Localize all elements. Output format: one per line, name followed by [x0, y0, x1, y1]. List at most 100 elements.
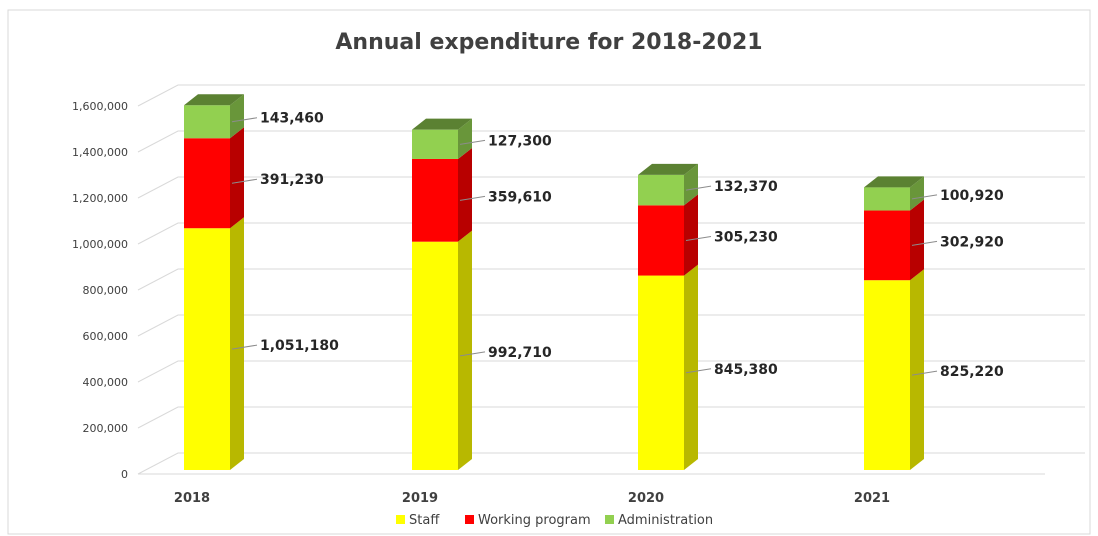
bar-side	[230, 217, 244, 470]
gridline	[137, 222, 1085, 245]
label-leader	[911, 194, 938, 200]
x-category-label: 2019	[402, 491, 438, 506]
bar-side	[910, 176, 924, 211]
bar-segment	[864, 176, 924, 211]
legend-swatch	[396, 515, 405, 524]
label-leader	[231, 117, 258, 123]
bar-side	[458, 230, 472, 470]
bar-segment	[412, 147, 472, 242]
label-leader	[685, 368, 712, 374]
data-label: 992,710	[488, 345, 552, 361]
label-leader	[911, 240, 938, 246]
data-label: 143,460	[260, 111, 324, 127]
bar-side	[684, 264, 698, 470]
y-tick-label: 800,000	[83, 284, 129, 297]
y-tick-label: 1,200,000	[72, 192, 128, 205]
bar-front	[412, 158, 458, 242]
y-tick-label: 200,000	[83, 422, 129, 435]
gridline	[137, 176, 1085, 199]
bar-top	[638, 163, 698, 175]
gridline	[137, 84, 1085, 107]
bar-front	[864, 210, 910, 281]
label-leader	[685, 185, 712, 191]
bar-segment	[184, 127, 244, 229]
bar-side	[458, 118, 472, 159]
chart-title: Annual expenditure for 2018-2021	[335, 30, 762, 55]
bar-front	[638, 174, 684, 206]
bar-front	[184, 105, 230, 139]
y-tick-label: 400,000	[83, 376, 129, 389]
bar-top	[412, 118, 472, 130]
y-tick-label: 0	[121, 468, 128, 481]
gridline	[137, 452, 1085, 475]
bar-front	[184, 138, 230, 229]
legend-label: Staff	[409, 513, 440, 528]
bar-segment	[412, 118, 472, 159]
bar-front	[864, 187, 910, 211]
y-tick-label: 1,000,000	[72, 238, 128, 251]
bar-segment	[184, 94, 244, 139]
x-category-label: 2021	[854, 491, 890, 506]
gridline	[137, 268, 1085, 291]
label-leader	[231, 344, 258, 350]
legend: Staff Working program Administration	[396, 513, 713, 528]
y-tick-label: 600,000	[83, 330, 129, 343]
bar-top	[864, 176, 924, 188]
data-label: 1,051,180	[260, 338, 339, 354]
legend-label: Working program	[478, 513, 591, 528]
bar-side	[230, 94, 244, 139]
bar-segment	[184, 217, 244, 470]
data-label: 305,230	[714, 229, 778, 245]
gridlines	[137, 84, 1085, 475]
y-tick-label: 1,400,000	[72, 146, 128, 159]
bar-side	[684, 163, 698, 206]
bar-front	[184, 228, 230, 470]
legend-swatch	[465, 515, 474, 524]
x-axis-categories: 2018 2019 2020 2021	[174, 491, 890, 506]
data-label: 359,610	[488, 189, 552, 205]
data-label: 825,220	[940, 364, 1004, 380]
y-tick-label: 1,600,000	[72, 100, 128, 113]
x-category-label: 2020	[628, 491, 664, 506]
label-leader	[911, 370, 938, 376]
data-label: 302,920	[940, 234, 1004, 250]
y-axis-ticks: 0 200,000 400,000 600,000 800,000 1,000,000 1,…	[72, 100, 128, 481]
legend-item: Working program	[465, 513, 591, 528]
bar-front	[638, 275, 684, 470]
data-label: 132,370	[714, 179, 778, 195]
data-label: 127,300	[488, 133, 552, 149]
bar-front	[638, 205, 684, 276]
legend-item: Staff	[396, 513, 440, 528]
legend-swatch	[605, 515, 614, 524]
data-label: 100,920	[940, 188, 1004, 204]
bar-segment	[638, 264, 698, 470]
bar-front	[412, 241, 458, 470]
legend-item: Administration	[605, 513, 713, 528]
bar-segment	[864, 199, 924, 281]
label-leader	[459, 139, 486, 145]
label-leader	[685, 235, 712, 241]
gridline	[137, 406, 1085, 429]
label-leader	[459, 351, 486, 357]
bar-top	[184, 94, 244, 106]
x-category-label: 2018	[174, 491, 210, 506]
bar-side	[458, 147, 472, 242]
bar-front	[864, 280, 910, 470]
gridline	[137, 360, 1085, 383]
data-labels: 1,051,180 391,230 143,460 992,710 359,610 127…	[231, 111, 1004, 380]
bar-side	[684, 194, 698, 276]
data-label: 845,380	[714, 362, 778, 378]
bar-side	[910, 269, 924, 470]
bar-side	[910, 199, 924, 281]
label-leader	[459, 195, 486, 201]
label-leader	[231, 178, 258, 184]
bar-segment	[638, 194, 698, 276]
bars	[184, 94, 924, 470]
gridline	[137, 314, 1085, 337]
legend-label: Administration	[618, 513, 713, 528]
data-label: 391,230	[260, 172, 324, 188]
bar-front	[412, 129, 458, 159]
bar-segment	[638, 163, 698, 206]
